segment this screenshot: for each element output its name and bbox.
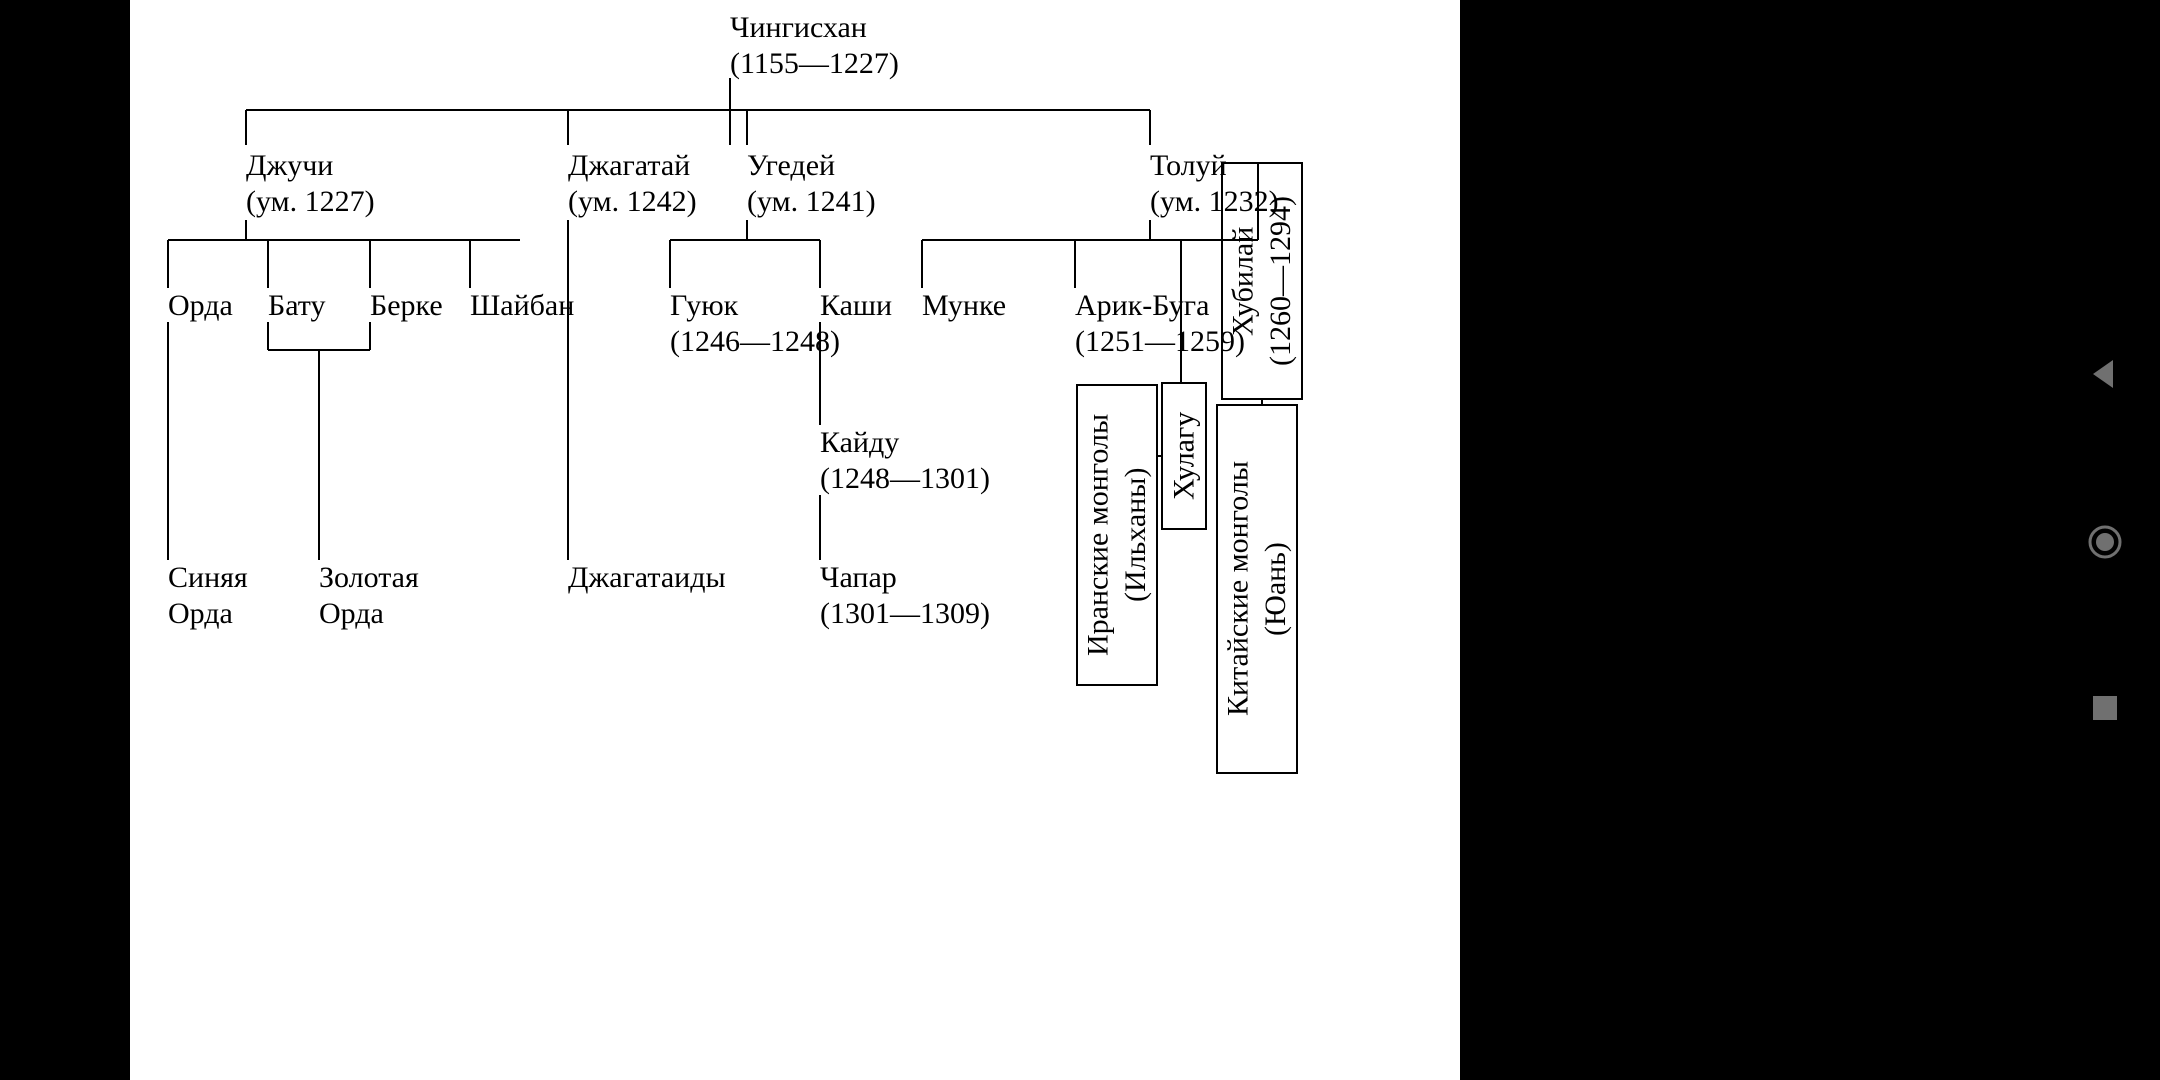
nav-back-icon[interactable] xyxy=(2087,356,2123,392)
khubilai-dates: (1260—1294) xyxy=(1264,196,1297,366)
yuan-l2: (Юань) xyxy=(1259,542,1292,636)
page-canvas: Чингисхан (1155—1227) Джучи (ум. 1227) Д… xyxy=(130,0,1460,1080)
nav-home-icon[interactable] xyxy=(2085,522,2125,562)
vbox-hulagu: Хулагу xyxy=(1161,382,1207,530)
vbox-yuan: Китайские монголы (Юань) xyxy=(1216,404,1298,774)
vbox-ilkhans: Иранские монголы (Ильханы) xyxy=(1076,384,1158,686)
android-navbar xyxy=(2050,0,2160,1080)
yuan-l1: Китайские монголы xyxy=(1222,462,1255,717)
ilkhans-l1: Иранские монголы xyxy=(1082,414,1115,656)
hulagu-name: Хулагу xyxy=(1165,412,1203,500)
vbox-khubilai: Хубилай (1260—1294) xyxy=(1221,162,1303,400)
nav-recent-icon[interactable] xyxy=(2089,692,2121,724)
khubilai-name: Хубилай xyxy=(1227,226,1260,335)
ilkhans-l2: (Ильханы) xyxy=(1119,468,1152,602)
